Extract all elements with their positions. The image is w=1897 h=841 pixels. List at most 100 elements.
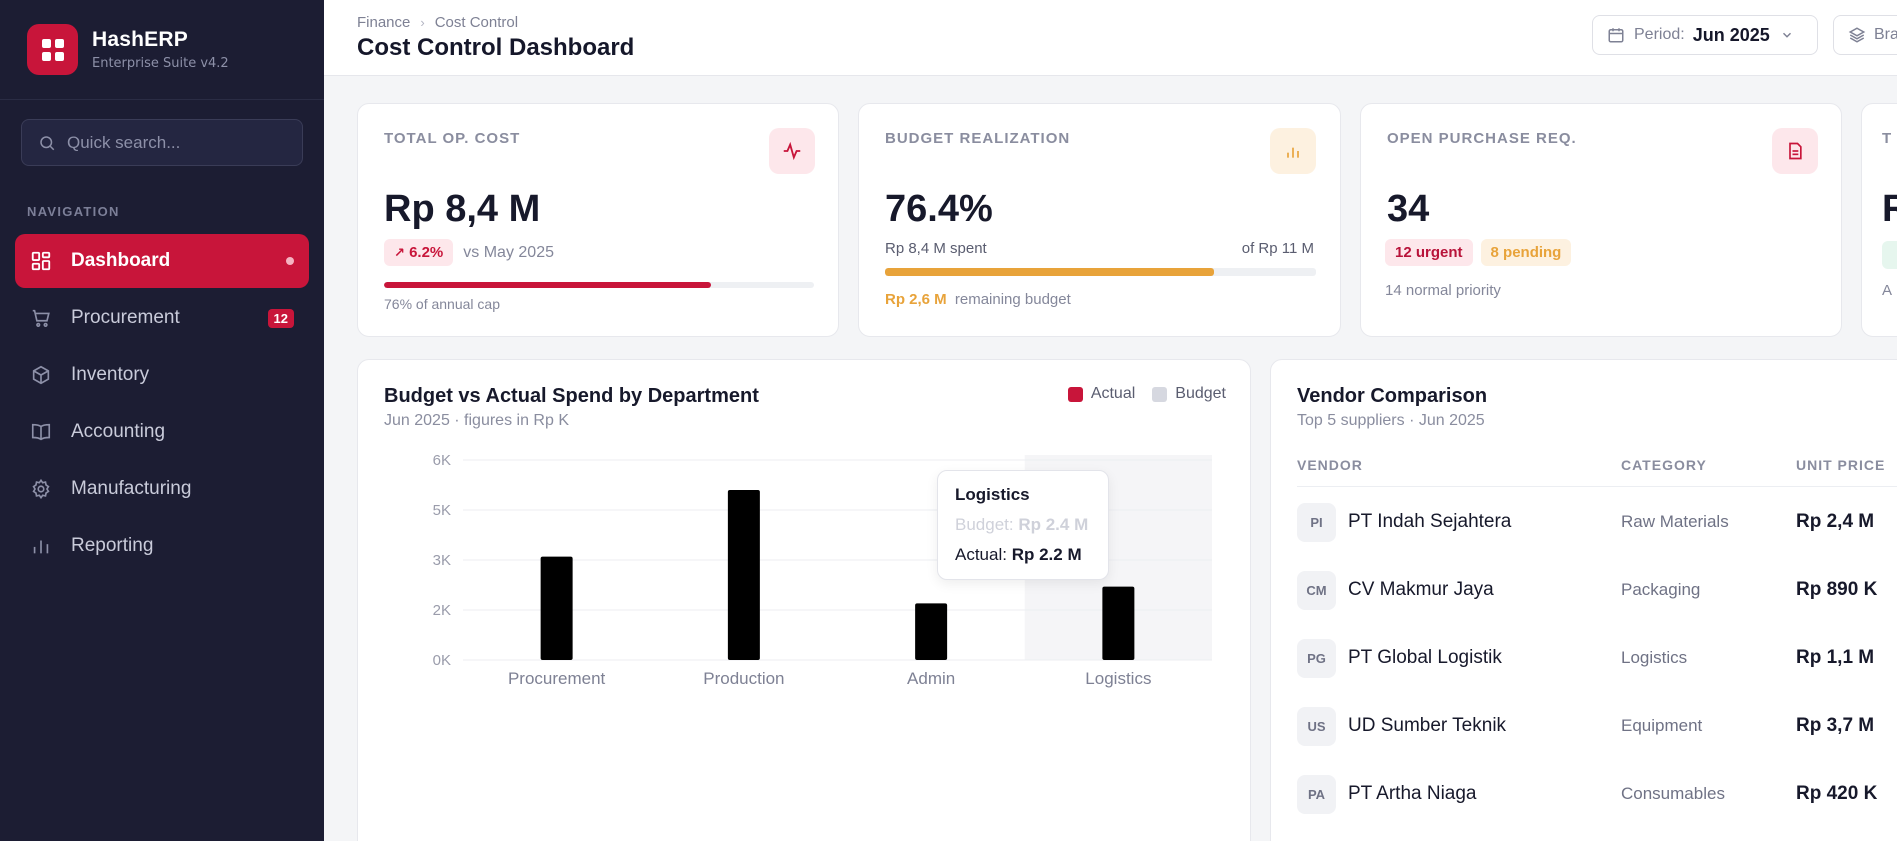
kpi-total-op-cost: TOTAL OP. COST Rp 8,4 M ↗ 6.2% vs May 20… — [357, 103, 839, 337]
nav-item-dashboard[interactable]: Dashboard — [15, 234, 309, 288]
y-tick-label: 6K — [433, 452, 451, 469]
bar-chart-icon — [33, 540, 49, 554]
kpi-change-row: ↗ 6.2% vs May 2025 — [384, 239, 554, 266]
bar-chart: 0K 2K 3K 5K 6K Procurement Production Admin Logi… — [433, 452, 1212, 688]
nav-item-manufacturing[interactable]: Manufacturing — [15, 462, 309, 516]
vendor-price: Rp 1,1 M — [1796, 647, 1875, 668]
annual-cap-fill — [384, 282, 711, 288]
nav-item-accounting[interactable]: Accounting — [15, 405, 309, 459]
bar-actual-procurement — [540, 556, 573, 660]
urgent-badge: 12 urgent — [1385, 239, 1473, 266]
chart-legend: Actual Budget — [1051, 385, 1226, 403]
brand: HashERP Enterprise Suite v4.2 — [0, 0, 324, 100]
activity-icon — [769, 128, 815, 174]
bar-chart-icon — [1270, 128, 1316, 174]
brand-subtitle: Enterprise Suite v4.2 — [92, 56, 229, 71]
nav-item-inventory[interactable]: Inventory — [15, 348, 309, 402]
vendor-price: Rp 420 K — [1796, 783, 1878, 804]
vendor-name: CV Makmur Jaya — [1348, 579, 1494, 600]
page-title: Cost Control Dashboard — [357, 34, 635, 61]
legend-budget[interactable]: Budget — [1152, 385, 1226, 403]
tooltip-actual-row: Actual: Rp 2.2 M — [955, 545, 1091, 565]
branch-label: Bra — [1874, 26, 1897, 43]
kpi-label: OPEN PURCHASE REQ. — [1387, 130, 1577, 147]
vendor-category: Packaging — [1621, 580, 1701, 599]
document-icon — [1772, 128, 1818, 174]
vendor-price: Rp 890 K — [1796, 579, 1878, 600]
tooltip-actual-value: Rp 2.2 M — [1011, 545, 1082, 564]
kpi-value: Rp 8,4 M — [384, 188, 541, 230]
kpi-note: A — [1882, 282, 1893, 299]
bar-actual-logistics — [1102, 586, 1135, 660]
nav-label: Inventory — [71, 364, 150, 385]
priority-badges: 12 urgent 8 pending — [1385, 239, 1572, 266]
remaining-row: Rp 2,6 M remaining budget — [885, 291, 1071, 308]
chevron-right-icon: › — [420, 15, 425, 30]
nav-label: Accounting — [71, 421, 166, 442]
y-tick-label: 0K — [433, 652, 451, 669]
nav-item-procurement[interactable]: Procurement 12 — [15, 291, 309, 345]
branch-selector[interactable]: Bra — [1833, 15, 1897, 55]
y-tick-label: 3K — [433, 552, 451, 569]
kpi-open-purchase-req: OPEN PURCHASE REQ. 34 12 urgent 8 pendin… — [1360, 103, 1842, 337]
vendor-avatar: CM — [1297, 570, 1336, 610]
legend-label: Actual — [1090, 385, 1136, 402]
budget-total: of Rp 11 M — [1241, 240, 1314, 257]
sidebar: HashERP Enterprise Suite v4.2 NAVIGATION… — [0, 0, 324, 841]
vendor-subtitle: Top 5 suppliers · Jun 2025 — [1297, 412, 1485, 429]
table-row[interactable]: US UD Sumber Teknik Equipment Rp 3,7 M — [1297, 692, 1897, 760]
vendor-name: PT Global Logistik — [1348, 647, 1502, 668]
normal-priority-note: 14 normal priority — [1385, 282, 1501, 299]
table-row[interactable]: PA PT Artha Niaga Consumables Rp 420 K — [1297, 760, 1897, 828]
budget-vs-actual-card: Budget vs Actual Spend by Department Jun… — [357, 359, 1251, 841]
kpi-budget-realization: BUDGET REALIZATION 76.4% Rp 8,4 M spent … — [858, 103, 1341, 337]
annual-cap-bar — [384, 282, 814, 288]
change-value: 6.2% — [409, 244, 444, 261]
period-label: Period: — [1634, 26, 1685, 43]
column-header-category[interactable]: CATEGORY — [1621, 457, 1707, 473]
vendor-category: Consumables — [1621, 784, 1725, 803]
column-header-unit-price[interactable]: UNIT PRICE — [1796, 457, 1886, 473]
header-divider — [1297, 486, 1897, 487]
vendor-avatar: US — [1297, 706, 1336, 746]
breadcrumb-finance[interactable]: Finance — [357, 14, 411, 31]
x-tick-label: Logistics — [1085, 669, 1151, 688]
tooltip-actual-label: Actual: — [955, 545, 1007, 564]
quick-search[interactable] — [21, 119, 303, 166]
search-icon — [40, 135, 55, 150]
vendor-avatar: PA — [1297, 774, 1336, 814]
legend-label: Budget — [1175, 385, 1226, 402]
nav-label: Procurement — [71, 307, 180, 328]
table-row[interactable]: PI PT Indah Sejahtera Raw Materials Rp 2… — [1297, 488, 1897, 556]
search-input[interactable] — [67, 132, 287, 153]
bar-actual-admin — [915, 603, 948, 660]
bar-actual-production — [727, 490, 760, 660]
nav-item-reporting[interactable]: Reporting — [15, 519, 309, 573]
remaining-value: Rp 2,6 M — [885, 291, 947, 308]
box-icon — [32, 365, 50, 385]
y-tick-label: 5K — [433, 502, 451, 519]
period-selector[interactable]: Period: Jun 2025 — [1592, 15, 1818, 55]
table-row[interactable]: PG PT Global Logistik Logistics Rp 1,1 M — [1297, 624, 1897, 692]
kpi-value: R — [1882, 188, 1897, 230]
tooltip-budget-row: Budget: Rp 2.4 M — [955, 515, 1091, 535]
tooltip-budget-value: Rp 2.4 M — [1018, 515, 1089, 534]
top-header: Finance › Cost Control Cost Control Dash… — [324, 0, 1897, 76]
table-row[interactable]: CM CV Makmur Jaya Packaging Rp 890 K — [1297, 556, 1897, 624]
kpi-label: T — [1882, 130, 1893, 147]
nav-label: Reporting — [71, 535, 154, 556]
breadcrumb-cost-control[interactable]: Cost Control — [434, 14, 519, 31]
vendor-price: Rp 3,7 M — [1796, 715, 1875, 736]
legend-actual[interactable]: Actual — [1067, 385, 1136, 403]
x-tick-label: Admin — [907, 669, 955, 688]
app-logo-icon[interactable] — [27, 24, 78, 75]
calendar-icon — [1608, 28, 1624, 43]
brand-name: HashERP — [92, 28, 188, 51]
kpi-label: TOTAL OP. COST — [384, 130, 521, 147]
y-tick-label: 2K — [433, 602, 451, 619]
column-header-vendor[interactable]: VENDOR — [1297, 457, 1363, 473]
vendor-category: Logistics — [1621, 648, 1688, 667]
book-icon — [31, 423, 51, 441]
vendor-name: UD Sumber Teknik — [1348, 715, 1507, 736]
chart-tooltip: Logistics Budget: Rp 2.4 M Actual: Rp 2.… — [937, 470, 1109, 580]
